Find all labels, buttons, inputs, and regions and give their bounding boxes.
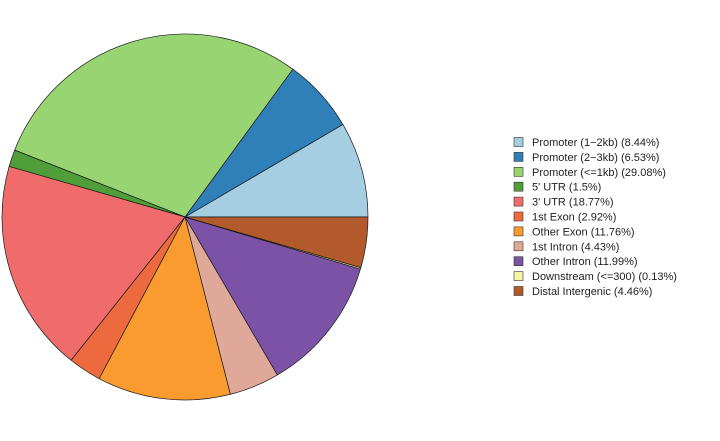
- legend-label-0: Promoter (1−2kb) (8.44%): [532, 137, 659, 149]
- legend-swatch-3: [513, 181, 524, 192]
- legend-label-3: 5' UTR (1.5%): [532, 182, 601, 194]
- pie-slice-3-utr-4: [1, 166, 186, 361]
- pie-slice-distal-intergenic-10: [184, 216, 369, 268]
- legend-label-10: Distal Intergenic (4.46%): [532, 286, 652, 298]
- legend-swatch-10: [513, 286, 524, 296]
- legend-swatch-5: [513, 211, 524, 222]
- legend-swatch-2: [513, 167, 524, 177]
- pie-slices: [1, 33, 369, 401]
- legend-swatch-4: [513, 196, 524, 207]
- pie-slice-promoter-2: [14, 33, 294, 218]
- legend: Promoter (1−2kb) (8.44%) Promoter (2−3kb)…: [513, 137, 677, 298]
- legend-label-8: Other Intron (11.99%): [532, 256, 638, 268]
- legend-label-9: Downstream (<=300) (0.13%): [532, 271, 677, 283]
- legend-swatch-7: [513, 241, 524, 252]
- legend-label-5: 1st Exon (2.92%): [532, 212, 616, 224]
- legend-label-7: 1st Intron (4.43%): [532, 241, 619, 253]
- legend-swatch-1: [513, 152, 524, 162]
- legend-swatch-9: [513, 271, 524, 281]
- legend-swatch-8: [513, 256, 524, 267]
- legend-swatch-0: [513, 137, 524, 147]
- legend-swatch-6: [513, 226, 524, 237]
- legend-label-1: Promoter (2−3kb) (6.53%): [532, 152, 659, 164]
- legend-label-2: Promoter (<=1kb) (29.08%): [532, 167, 666, 179]
- pie-slice-other-exon-6: [98, 216, 231, 401]
- legend-label-4: 3' UTR (18.77%): [532, 197, 614, 209]
- pie-slice-promoter-0: [184, 124, 369, 218]
- pie-slice-other-intron-8: [184, 216, 361, 376]
- legend-label-6: Other Exon (11.76%): [532, 226, 635, 238]
